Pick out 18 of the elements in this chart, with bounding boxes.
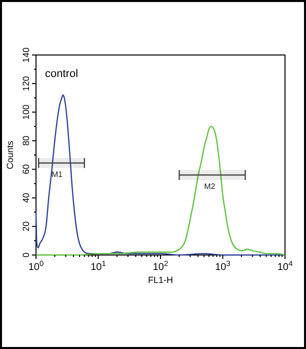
annotation: control [45,68,78,80]
y-tick-label: 80 [21,136,31,146]
x-tick-label: 10$^{4}$ [277,258,293,273]
y-tick-label: 140 [21,47,31,63]
y-tick-label: 60 [21,164,31,174]
x-tick-label: 10$^{0}$ [28,258,44,273]
x-axis-title: FL1-H [148,275,174,285]
x-tick-label: 10$^{1}$ [90,258,106,273]
y-tick-label: 120 [21,76,31,92]
band-label: M1 [52,170,64,179]
x-tick-label: 10$^{2}$ [152,258,168,273]
y-tick-label: 20 [21,221,31,232]
y-axis-title: Counts [5,140,15,170]
y-tick-label: 0 [21,252,31,258]
band-label: M2 [204,182,216,191]
y-tick-label: 40 [21,192,31,203]
x-tick-label: 10$^{3}$ [215,258,230,273]
y-tick-label: 100 [21,104,31,120]
